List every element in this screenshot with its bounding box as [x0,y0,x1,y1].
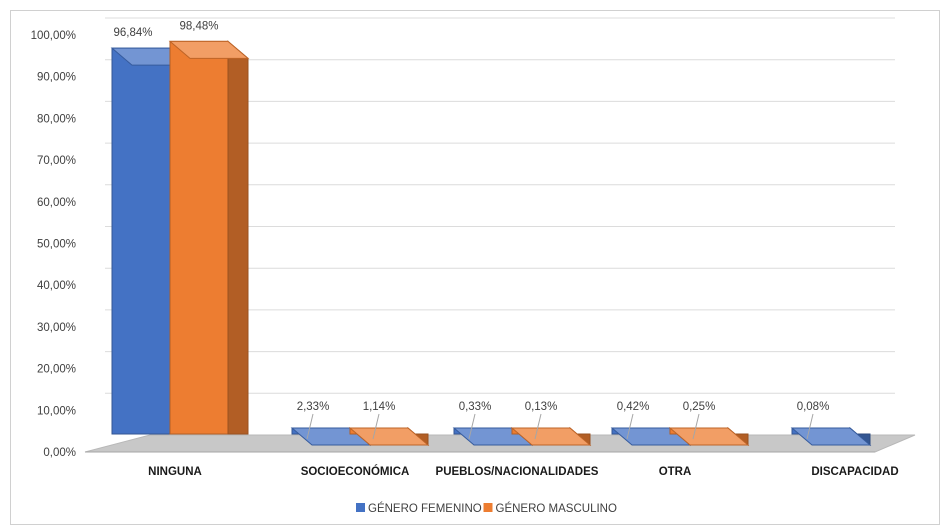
bar-side [227,40,249,435]
y-tick-label: 80,00% [37,113,76,125]
bar-top [668,427,750,446]
bar-front [111,47,171,435]
legend-swatch [483,503,493,512]
data-label: 0,25% [683,401,716,413]
data-label-leader [306,413,314,440]
data-labels: 96,84% 98,48% 2,33% 1,14% 0,33% 0,13% 0,42% 0,2… [113,20,830,440]
legend-label: GÉNERO FEMENINO [368,502,482,515]
y-tick-label: 20,00% [37,364,76,376]
data-label-leader [626,413,634,440]
bar-top [510,427,592,446]
data-label-leader [806,413,814,440]
legend: GÉNERO FEMENINO GÉNERO MASCULINO [356,502,617,515]
y-tick-label: 70,00% [37,155,76,167]
data-label: 0,42% [617,401,650,413]
category-label: DISCAPACIDAD [811,466,898,478]
y-tick-label: 40,00% [37,280,76,292]
y-tick-label: 100,00% [31,30,76,42]
y-tick-label: 90,00% [37,72,76,84]
data-label-leader [692,413,700,440]
x-axis-categories: NINGUNA SOCIOECONÓMICA PUEBLOS/NACIONALIDA… [148,465,899,478]
data-label: 2,33% [297,401,330,413]
y-tick-label: 60,00% [37,197,76,209]
data-label: 0,13% [525,401,558,413]
legend-label: GÉNERO MASCULINO [496,502,617,515]
data-label: 96,84% [113,27,152,39]
y-axis-ticks: 0,00% 10,00% 20,00% 30,00% 40,00% 50,00% 60,00… [31,30,76,459]
category-label: SOCIOECONÓMICA [301,465,410,478]
data-label: 0,33% [459,401,492,413]
data-label: 0,08% [797,401,830,413]
bars [110,40,872,447]
category-label: OTRA [659,466,692,478]
data-label-leader [468,413,476,440]
bar-top [348,427,430,446]
y-tick-label: 10,00% [37,405,76,417]
category-label: PUEBLOS/NACIONALIDADES [436,466,599,478]
data-label-leader [534,413,542,440]
data-label: 98,48% [179,20,218,32]
bar-top [790,427,872,446]
bar-top [168,40,250,59]
bar-front [169,40,229,435]
category-label: NINGUNA [148,466,202,478]
y-tick-label: 30,00% [37,322,76,334]
y-tick-label: 50,00% [37,239,76,251]
legend-swatch [356,503,365,512]
data-label-leader [372,413,380,440]
y-tick-label: 0,00% [43,447,76,459]
data-label: 1,14% [363,401,396,413]
